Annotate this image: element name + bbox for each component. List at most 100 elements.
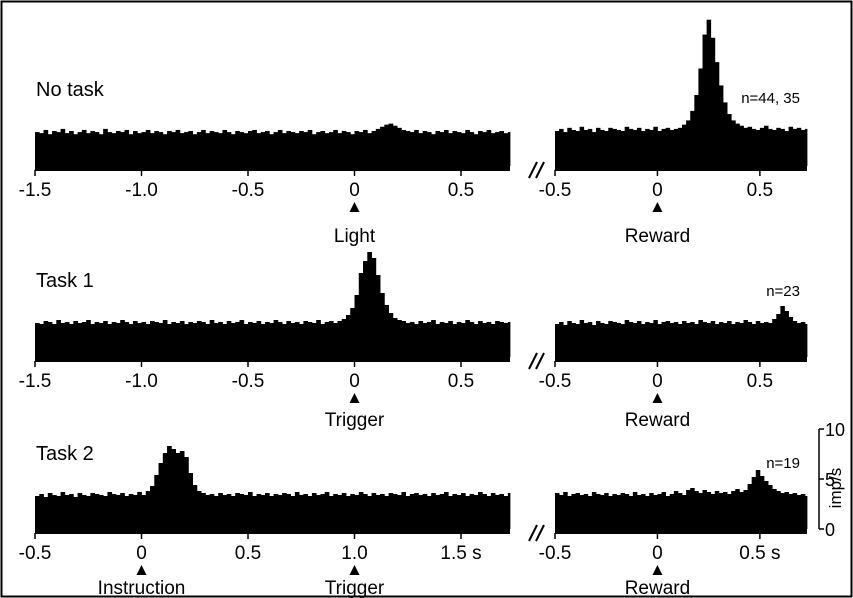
histogram-bar	[409, 322, 415, 357]
histogram-bar	[418, 133, 424, 166]
histogram-bar	[69, 324, 74, 357]
histogram-bar	[435, 131, 441, 166]
histogram-bar	[222, 129, 228, 166]
histogram-bar	[358, 132, 364, 166]
histogram-bar	[792, 321, 798, 357]
histogram-bar	[213, 132, 219, 166]
histogram-bar	[780, 306, 785, 357]
histogram-bar	[591, 325, 597, 357]
histogram-bar	[345, 496, 351, 529]
x-tick-label: 0.5	[747, 180, 773, 201]
histogram-bar	[677, 493, 683, 529]
histogram-bar	[124, 322, 130, 357]
histogram-bar	[73, 321, 78, 357]
histogram-bar	[401, 129, 407, 166]
sample-size-label: n=44, 35	[741, 90, 800, 107]
x-tick-label: 0	[349, 180, 360, 201]
histogram-bar	[723, 492, 728, 529]
histogram-bar	[363, 129, 368, 166]
event-marker-label: Reward	[625, 410, 690, 431]
histogram-bar	[486, 322, 492, 357]
histogram-bar	[763, 322, 769, 357]
histogram-bar	[702, 490, 708, 529]
histogram-bar	[90, 131, 96, 166]
histogram-bar	[273, 494, 279, 529]
x-tick-label: -0.5	[539, 371, 572, 392]
histogram-bar	[205, 324, 211, 357]
histogram-bar	[718, 85, 724, 166]
histogram-bar	[587, 322, 593, 357]
histogram-bar	[499, 494, 505, 529]
histogram-bar	[380, 293, 385, 357]
histogram-bar	[628, 128, 634, 166]
histogram-bar	[350, 134, 355, 166]
histogram-bar	[43, 497, 49, 529]
histogram-bar	[469, 132, 475, 166]
histogram-bar	[418, 321, 424, 357]
histogram-bar	[324, 322, 330, 357]
histogram-bar	[311, 493, 317, 529]
histogram-bar	[628, 322, 634, 357]
histogram-bar	[277, 129, 283, 166]
histogram-bar	[380, 126, 385, 166]
psth-panel: -0.5 0 0.5 Reward	[528, 19, 808, 247]
histogram-bar	[213, 323, 219, 357]
histogram-bar	[575, 324, 580, 357]
histogram-bar	[796, 127, 802, 166]
histogram-bar	[435, 495, 441, 529]
histogram-bar	[641, 494, 646, 529]
histogram-bar	[282, 493, 287, 529]
histogram-bar	[367, 496, 372, 529]
histogram-bar	[665, 321, 671, 357]
histogram-bar	[201, 129, 206, 166]
histogram-bar	[673, 128, 679, 166]
histogram-bar	[414, 129, 419, 166]
histogram-bar	[294, 492, 300, 529]
histogram-bar	[431, 134, 436, 166]
histogram-bar	[201, 322, 206, 357]
histogram-bar	[230, 323, 236, 357]
histogram-bar	[804, 496, 808, 529]
histogram-bar	[162, 453, 168, 529]
histogram-bar	[265, 131, 270, 166]
histogram-bar	[718, 493, 724, 529]
histogram-bar	[706, 492, 712, 529]
histogram-bar	[328, 132, 334, 166]
histogram-bar	[52, 324, 57, 357]
x-tick-label: -1.0	[125, 371, 158, 392]
histogram-bar	[587, 496, 593, 529]
histogram-bar	[282, 133, 287, 166]
histogram-bar	[201, 493, 206, 529]
histogram-bar	[273, 320, 279, 357]
x-tick-label: 0	[652, 371, 663, 392]
histogram-bar	[405, 131, 411, 166]
histogram-bar	[431, 320, 436, 357]
histogram-bar	[107, 324, 113, 357]
histogram-bar	[162, 134, 168, 166]
histogram-bar	[710, 494, 716, 529]
histogram-bar	[405, 323, 411, 357]
histogram-bar	[628, 496, 634, 529]
histogram-bar	[196, 491, 202, 529]
histogram-bar	[677, 324, 683, 357]
histogram-bar	[507, 493, 511, 529]
histogram-bar	[698, 68, 703, 166]
histogram-bar	[559, 128, 564, 166]
histogram-bar	[555, 493, 560, 529]
histogram-bar	[677, 127, 683, 166]
histogram-bar	[341, 493, 347, 529]
histogram-bar	[583, 129, 589, 166]
histogram-bar	[649, 323, 654, 357]
histogram-bar	[710, 321, 716, 357]
histogram-bar	[316, 495, 321, 529]
histogram-bar	[230, 134, 236, 166]
histogram-bar	[694, 94, 699, 166]
histogram-bar	[64, 495, 70, 529]
histogram-bar	[56, 496, 61, 529]
histogram-bar	[64, 133, 70, 166]
histogram-bar	[333, 129, 338, 166]
axis-break-mark	[535, 524, 545, 542]
histogram-bar	[739, 125, 744, 166]
histogram-bar	[763, 125, 769, 166]
